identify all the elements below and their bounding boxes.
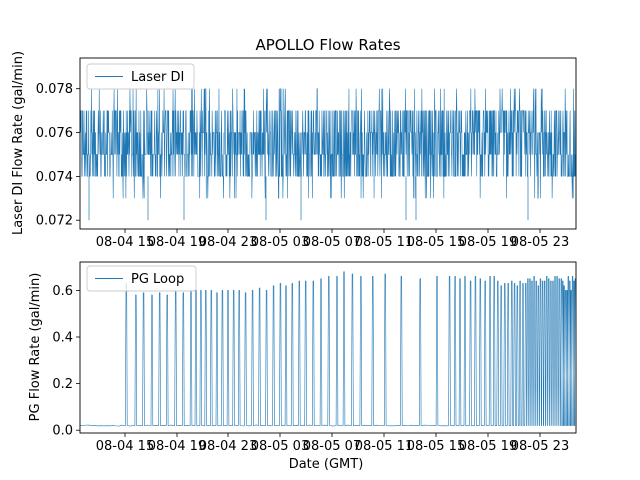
top-legend-label: Laser DI <box>131 70 184 85</box>
bottom-x-tick-label: 08-04 23 <box>199 439 257 454</box>
bottom-x-tick-label: 08-05 19 <box>459 439 517 454</box>
top-legend-box <box>86 63 195 90</box>
top-x-tick-label: 08-05 19 <box>459 235 517 250</box>
top-x-tick-label: 08-05 07 <box>303 235 361 250</box>
top-x-tick-label: 08-05 11 <box>355 235 413 250</box>
bottom-x-tick-label: 08-05 15 <box>407 439 465 454</box>
top-y-tick-label: 0.072 <box>36 214 73 229</box>
top-y-axis-label: Laser DI Flow Rate (gal/min) <box>11 51 26 235</box>
pg-loop-line <box>79 271 577 427</box>
top-legend[interactable]: Laser DI <box>86 63 195 90</box>
bottom-y-axis-label: PG Flow Rate (gal/min) <box>28 273 43 422</box>
top-x-tick-label: 08-05 03 <box>251 235 309 250</box>
top-y-tick-label: 0.074 <box>36 170 73 185</box>
top-x-tick-label: 08-04 15 <box>96 235 154 250</box>
bottom-y-tick-label: 0.4 <box>52 331 73 346</box>
bottom-legend[interactable]: PG Loop <box>86 265 197 292</box>
top-x-tick-label: 08-05 15 <box>407 235 465 250</box>
bottom-x-tick-label: 08-05 03 <box>251 439 309 454</box>
top-plot-frame <box>79 57 577 230</box>
top-y-tick-label: 0.078 <box>36 82 73 97</box>
bottom-y-tick-label: 0.6 <box>52 284 73 299</box>
bottom-x-tick-label: 08-05 11 <box>355 439 413 454</box>
bottom-y-axis: 0.0 0.2 0.4 0.6 <box>52 284 80 439</box>
chart-title: APOLLO Flow Rates <box>255 36 400 54</box>
bottom-legend-label: PG Loop <box>131 272 184 287</box>
bottom-x-tick-label: 08-04 19 <box>148 439 206 454</box>
bottom-y-tick-label: 0.2 <box>52 377 73 392</box>
top-x-tick-label: 08-04 23 <box>199 235 257 250</box>
top-x-tick-label: 08-05 23 <box>511 235 569 250</box>
bottom-x-tick-label: 08-05 07 <box>303 439 361 454</box>
top-x-tick-label: 08-04 19 <box>148 235 206 250</box>
bottom-plot-frame <box>79 261 577 434</box>
pg-loop-series <box>79 271 577 427</box>
laser-di-line <box>79 88 577 199</box>
laser-di-series <box>79 88 577 221</box>
bottom-y-tick-label: 0.0 <box>52 424 73 439</box>
bottom-legend-box <box>86 265 197 292</box>
top-y-axis: 0.072 0.074 0.076 0.078 <box>36 82 80 229</box>
bottom-x-tick-label: 08-04 15 <box>96 439 154 454</box>
top-y-tick-label: 0.076 <box>36 126 73 141</box>
bottom-x-tick-label: 08-05 23 <box>511 439 569 454</box>
x-axis-label: Date (GMT) <box>289 457 364 472</box>
